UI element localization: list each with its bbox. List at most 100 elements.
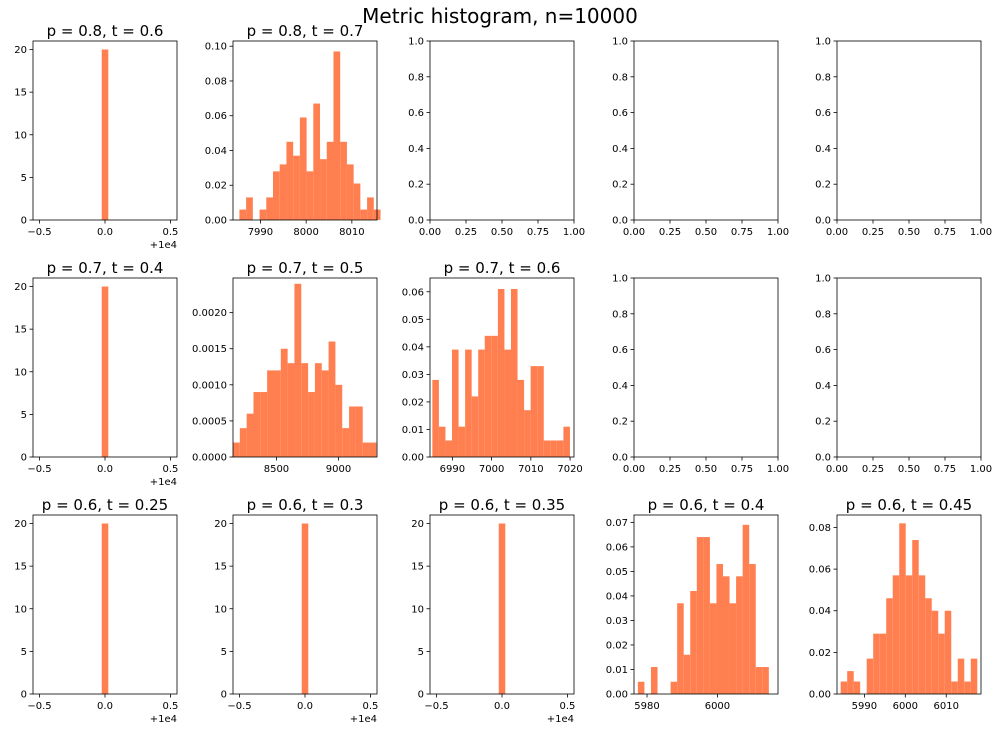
histogram-bar	[755, 667, 763, 694]
x-tick-label: −0.5	[227, 701, 251, 712]
histogram-bar	[840, 681, 848, 694]
x-tick-label: 0.00	[826, 464, 848, 475]
y-tick-label: 0.8	[612, 309, 628, 320]
y-tick-label: 0.00	[606, 690, 628, 701]
histogram-bar	[301, 523, 309, 694]
x-offset-text: +1e4	[150, 477, 177, 488]
x-tick-label: 0.00	[623, 464, 645, 475]
y-tick-label: 0.04	[402, 342, 424, 353]
histogram-bar	[246, 413, 254, 457]
x-tick-label: 0.75	[934, 464, 956, 475]
y-tick-label: 20	[214, 519, 227, 530]
y-tick-label: 0.4	[612, 381, 628, 392]
histogram-bar	[957, 658, 965, 694]
histogram-bar	[530, 366, 538, 457]
y-tick-label: 0.0	[815, 453, 831, 464]
x-tick-label: 0.5	[163, 464, 179, 475]
histogram-bar	[286, 141, 294, 220]
x-tick-label: −0.5	[27, 464, 51, 475]
histogram-bar	[279, 164, 287, 220]
y-tick-label: 0.0010	[192, 380, 227, 391]
y-tick-label: 0.2	[612, 417, 628, 428]
histogram-bar	[498, 523, 506, 694]
axes-frame	[633, 514, 779, 695]
x-tick-label: 1.00	[970, 227, 992, 238]
y-tick-label: 10	[214, 604, 227, 615]
y-tick-label: 20	[14, 282, 27, 293]
histogram-bar	[866, 658, 874, 694]
x-tick-label: 0.00	[826, 227, 848, 238]
x-tick-label: 6010	[934, 701, 959, 712]
y-tick-label: 20	[411, 519, 424, 530]
subplot-1-3: 0.00 0.25 0.50 0.75 1.00 0.0 0.2 0.4 0.6 0.8 1.0	[612, 274, 789, 476]
x-tick-label: 0.00	[623, 227, 645, 238]
histogram-bar	[287, 363, 295, 457]
y-tick-label: 5	[21, 647, 27, 658]
y-tick-label: 0.6	[612, 108, 628, 119]
histogram-bar	[873, 633, 880, 694]
y-tick-label: 0.6	[815, 108, 831, 119]
histogram-bar	[650, 667, 658, 694]
histogram-bar	[504, 349, 511, 457]
x-tick-label: 0.75	[731, 227, 753, 238]
y-tick-label: 1.0	[612, 37, 628, 48]
subplot-title: p = 0.7, t = 0.6	[444, 259, 561, 277]
x-tick-label: 0.50	[898, 227, 920, 238]
histogram-bar	[308, 392, 315, 457]
histogram-bar	[259, 209, 267, 220]
y-tick-label: 0.10	[205, 42, 227, 53]
x-tick-label: 0.0	[297, 701, 313, 712]
x-tick-label: 0.0	[494, 701, 510, 712]
y-tick-label: 0	[21, 453, 27, 464]
y-tick-label: 0.01	[606, 665, 628, 676]
x-tick-label: 7000	[479, 464, 504, 475]
x-tick-label: 5990	[852, 701, 877, 712]
histogram-bar	[931, 610, 939, 694]
y-tick-label: 0.05	[402, 315, 424, 326]
axes-frame	[232, 277, 378, 458]
y-tick-label: 0.2	[408, 180, 424, 191]
y-tick-label: 15	[411, 562, 424, 573]
y-tick-label: 15	[14, 562, 27, 573]
histogram-bar	[537, 366, 544, 457]
histogram-bar	[246, 197, 253, 220]
histogram-bar	[696, 537, 704, 694]
x-tick-label: 0.75	[527, 227, 549, 238]
subplot-title: p = 0.6, t = 0.3	[247, 496, 364, 514]
subplot-title: p = 0.7, t = 0.5	[247, 259, 364, 277]
subplot-1-2: 6990 7000 7010 7020 0.00 0.01 0.02 0.03 0.04 0.05…	[402, 259, 583, 475]
histogram-bar	[369, 442, 377, 457]
subplot-title: p = 0.6, t = 0.4	[648, 496, 765, 514]
y-tick-label: 15	[14, 325, 27, 336]
y-tick-label: 0.8	[408, 72, 424, 83]
subplot-2-1: −0.5 0.0 0.5 0 5 10 15 20 +1e4 p = 0.6, t = 0.3	[214, 496, 378, 725]
subplot-1-1: 8500 9000 0.0000 0.0005 0.0010 0.0015 0.0020 p …	[192, 259, 378, 475]
histogram-bar	[970, 658, 978, 694]
histogram-bar	[925, 598, 932, 694]
x-tick-label: 0.75	[731, 464, 753, 475]
subplot-0-0: −0.5 0.0 0.5 0 5 10 15 20 +1e4 p = 0.8, t = 0.6	[14, 22, 178, 251]
x-tick-label: 8010	[339, 227, 364, 238]
histogram-bar	[723, 576, 730, 694]
x-tick-label: 9000	[326, 464, 351, 475]
subplot-1-4: 0.00 0.25 0.50 0.75 1.00 0.0 0.2 0.4 0.6 0.8 1.0	[815, 274, 992, 476]
x-tick-label: 0.25	[862, 227, 884, 238]
histogram-bar	[886, 598, 893, 694]
y-tick-label: 0.6	[612, 345, 628, 356]
axes-frame	[633, 40, 779, 221]
subplot-2-3: 5980 6000 0.00 0.01 0.02 0.03 0.04 0.05 0.06 0.07…	[606, 496, 779, 712]
histogram-bar	[301, 363, 309, 457]
histogram-bar	[543, 440, 551, 457]
histogram-bar	[101, 523, 109, 694]
histogram-bar	[360, 209, 368, 220]
histogram-bar	[346, 164, 354, 220]
y-tick-label: 5	[418, 647, 424, 658]
histogram-bar	[326, 141, 334, 220]
x-tick-label: 0.25	[455, 227, 477, 238]
histogram-bar	[497, 289, 505, 457]
y-tick-label: 0.4	[408, 144, 424, 155]
x-tick-label: 0.50	[695, 464, 717, 475]
y-tick-label: 0.00	[205, 216, 227, 227]
histogram-bar	[471, 396, 479, 457]
histogram-bar	[273, 171, 280, 220]
